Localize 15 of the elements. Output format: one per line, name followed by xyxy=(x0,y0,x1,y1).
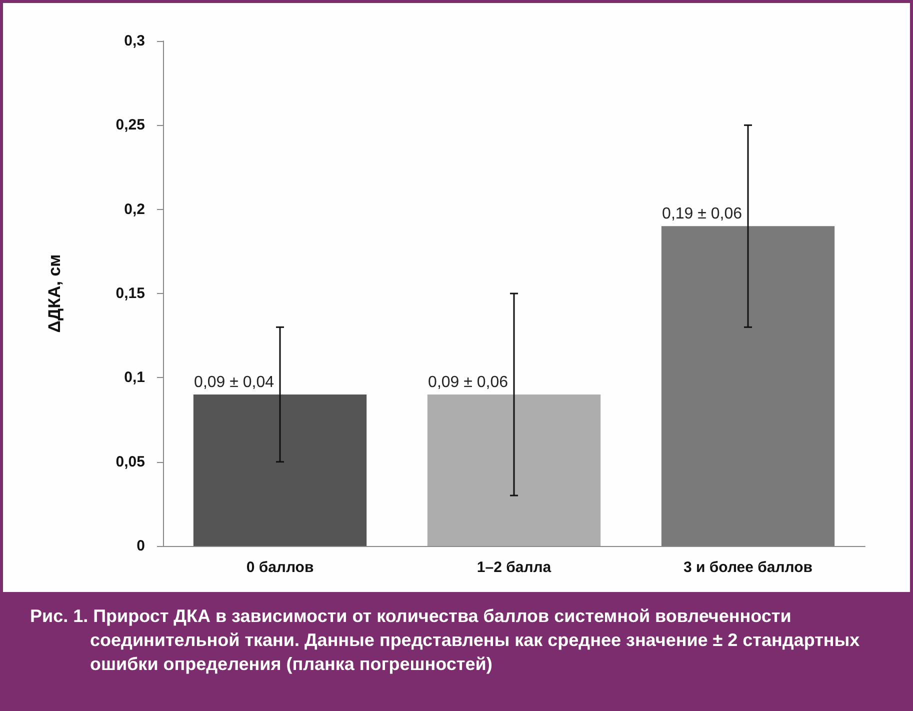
x-tick-label: 0 баллов xyxy=(246,559,314,576)
y-tick-label: 0,3 xyxy=(124,32,145,50)
text: Рис. 1. Прирост ДКА в зависимости от количества баллов системной вовлеченности соединительной ткани. Данные представлены как среднее значение ± 2 стандартных ошибки определения (планка погрешностей) xyxy=(30,605,861,676)
data-label: 0,09 ± 0,06 xyxy=(428,374,508,391)
y-tick-label: 0,2 xyxy=(124,200,145,218)
y-axis-title: ΔДКА, см xyxy=(45,254,64,333)
y-tick-label: 0,25 xyxy=(116,116,145,134)
data-label: 0,09 ± 0,04 xyxy=(194,374,274,391)
y-tick-label: 0,05 xyxy=(116,453,145,470)
y-tick-label: 0 xyxy=(136,538,145,554)
y-tick-label: 0,15 xyxy=(116,285,145,302)
y-tick-label: 0,1 xyxy=(124,369,145,386)
data-label: 0,19 ± 0,06 xyxy=(662,206,742,223)
x-tick-label: 3 и более баллов xyxy=(684,559,812,576)
x-tick-label: 1–2 балла xyxy=(476,559,552,576)
